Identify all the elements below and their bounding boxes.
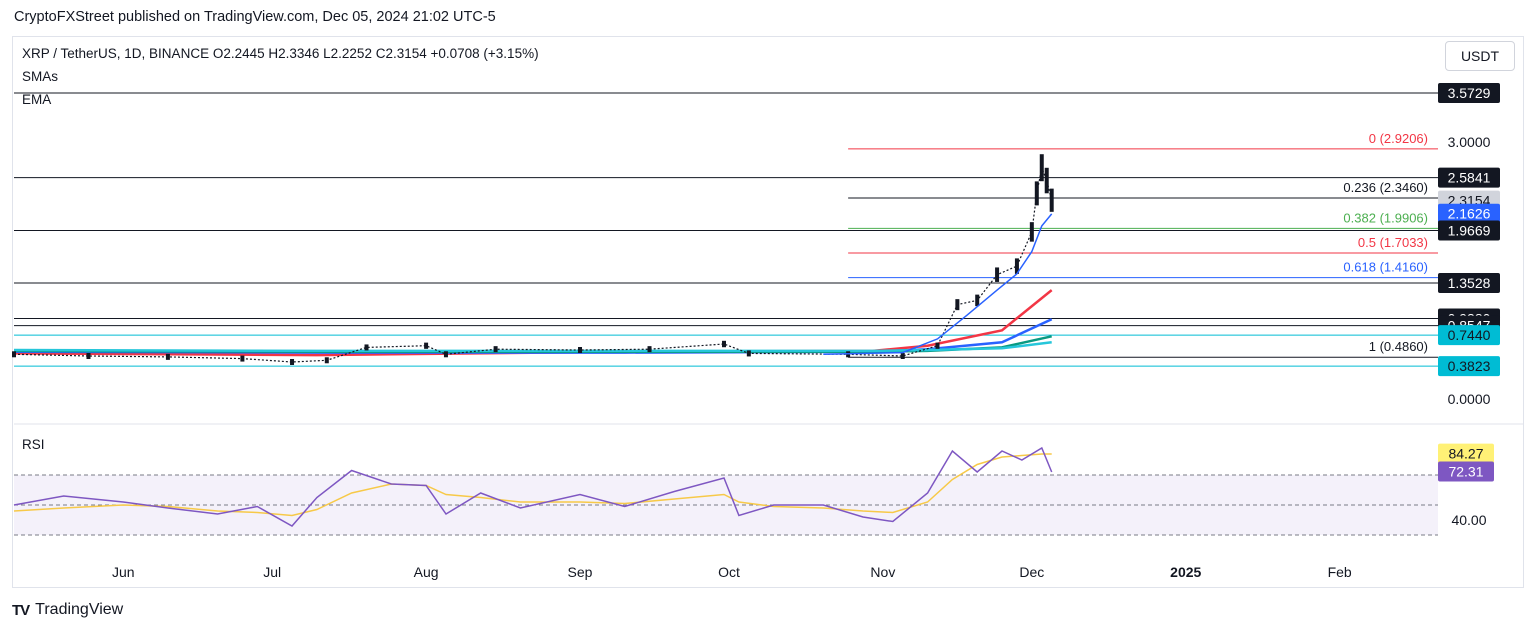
price-axis-badge	[1438, 203, 1500, 224]
fib-level-label: 0.618 (1.4160)	[1343, 260, 1428, 275]
price-axis-label: 2.5841	[1448, 170, 1491, 186]
x-axis-tick-label: 2025	[1170, 564, 1201, 580]
fib-level-label: 0 (2.9206)	[1369, 131, 1428, 146]
price-candle	[443, 351, 448, 358]
price-candle	[1034, 181, 1039, 206]
sma-indicator-label[interactable]: SMAs	[22, 69, 59, 84]
fib-level-label: 0.382 (1.9906)	[1343, 210, 1428, 225]
price-axis-badge	[1438, 167, 1500, 188]
price-path	[13, 165, 1053, 363]
price-candle	[722, 340, 726, 348]
price-candle	[493, 346, 498, 353]
tradingview-brand: TradingView	[35, 601, 124, 618]
fib-level-label: 1 (0.4860)	[1369, 339, 1428, 354]
price-axis-badge	[1438, 273, 1500, 294]
rsi-indicator-label[interactable]: RSI	[22, 437, 45, 452]
x-axis-tick-label: Jun	[112, 564, 135, 580]
rsi-axis-badge-label: 84.27	[1448, 446, 1483, 462]
price-axis-badge	[1438, 220, 1500, 241]
price-candle	[364, 344, 369, 351]
rsi-signal-line	[13, 453, 1052, 517]
ema-indicator-label[interactable]: EMA	[22, 92, 52, 107]
tradingview-footer: TV TradingView	[12, 601, 123, 619]
symbol-ohlc-line[interactable]: XRP / TetherUS, 1D, BINANCE O2.2445 H2.3…	[22, 46, 539, 61]
price-axis-label: 3.0000	[1448, 134, 1491, 150]
price-candle	[975, 294, 980, 307]
price-axis-label: 1.3528	[1448, 275, 1491, 291]
price-candle	[165, 353, 170, 360]
currency-button[interactable]: USDT	[1445, 41, 1515, 71]
price-axis-label: 0.7440	[1448, 327, 1491, 343]
price-candle	[86, 353, 91, 359]
price-candle	[1049, 188, 1054, 212]
price-axis-badge	[1438, 83, 1500, 103]
price-candle	[240, 355, 245, 362]
chart-frame	[12, 36, 1524, 588]
tradingview-logo-icon: TV	[12, 601, 30, 619]
price-candle	[995, 267, 1000, 282]
price-axis-label: 1.9669	[1448, 222, 1491, 238]
price-axis-label: 0.3823	[1448, 358, 1491, 374]
ema-line	[823, 213, 1053, 356]
x-axis-tick-label: Feb	[1328, 564, 1352, 580]
x-axis-tick-label: Nov	[870, 564, 895, 580]
price-axis-label: 0.0000	[1448, 391, 1491, 407]
price-candle	[647, 346, 652, 353]
rsi-axis-badge	[1438, 461, 1494, 482]
price-axis-label: 3.5729	[1448, 85, 1491, 101]
price-candle	[424, 342, 429, 349]
x-axis-tick-label: Jul	[263, 564, 281, 580]
moving-average-line	[13, 341, 1052, 353]
price-axis-badge	[1438, 356, 1500, 377]
price-candle	[12, 351, 16, 358]
rsi-line	[13, 446, 1053, 527]
price-candle	[900, 353, 905, 359]
rsi-axis-badge-label: 72.31	[1448, 464, 1483, 480]
price-candle	[578, 347, 583, 354]
x-axis-tick-label: Oct	[718, 564, 740, 580]
x-axis-tick-label: Sep	[568, 564, 593, 580]
publisher-header: CryptoFXStreet published on TradingView.…	[14, 9, 496, 25]
price-candle	[290, 358, 295, 365]
rsi-axis-label: 40.00	[1451, 512, 1486, 528]
price-axis-badge	[1438, 325, 1500, 346]
price-candle	[1044, 167, 1049, 194]
x-axis-tick-label: Aug	[414, 564, 439, 580]
price-candle	[324, 357, 329, 364]
price-axis-label: 2.1626	[1448, 206, 1491, 222]
price-candle	[935, 342, 940, 349]
price-candle	[1014, 258, 1019, 274]
price-candle	[1039, 154, 1044, 182]
fib-level-label: 0.236 (2.3460)	[1343, 180, 1428, 195]
price-candle	[1029, 222, 1034, 242]
price-candle	[746, 350, 751, 357]
price-candle	[955, 299, 960, 311]
fib-level-label: 0.5 (1.7033)	[1358, 235, 1428, 250]
x-axis-tick-label: Dec	[1019, 564, 1044, 580]
moving-average-line	[13, 289, 1053, 357]
rsi-axis-badge	[1438, 443, 1494, 464]
